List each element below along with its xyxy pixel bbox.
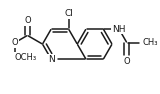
Text: CH₃: CH₃ xyxy=(142,38,158,47)
Text: NH: NH xyxy=(112,25,126,34)
Text: OCH₃: OCH₃ xyxy=(15,53,37,62)
Text: O: O xyxy=(24,16,31,25)
Text: N: N xyxy=(48,55,55,64)
Text: O: O xyxy=(124,57,130,66)
Text: O: O xyxy=(11,38,18,47)
Text: Cl: Cl xyxy=(64,9,73,18)
